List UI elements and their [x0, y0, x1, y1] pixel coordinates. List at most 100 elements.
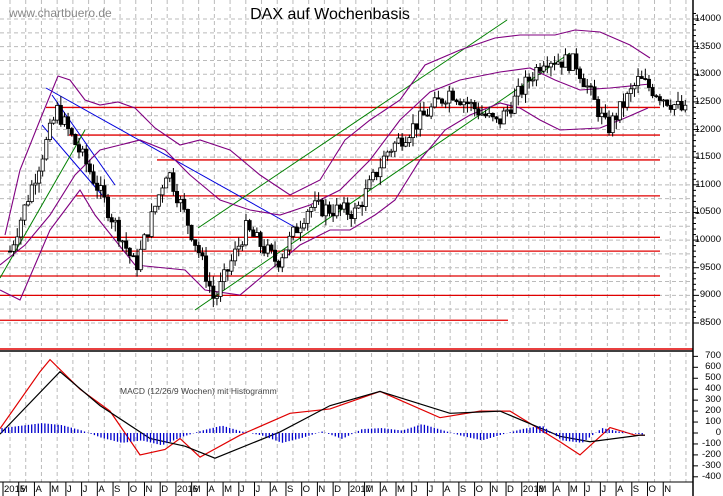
bollinger-upper-band [4, 29, 651, 236]
candle-body [545, 65, 550, 68]
candle-body [483, 113, 488, 117]
candle-body [646, 78, 651, 88]
candle-body [396, 137, 401, 144]
candle-body [211, 285, 216, 299]
candle-body [247, 220, 252, 231]
candle-body [15, 236, 20, 246]
x-tick-label: N [664, 484, 672, 495]
candle-body [400, 137, 405, 147]
candle-body [135, 255, 140, 271]
candle-body [501, 110, 506, 125]
candle-body [509, 109, 514, 114]
x-tick-label: J [585, 484, 591, 495]
macd-panel-label: MACD (12/26/9 Wochen) mit Histogramm [120, 386, 277, 396]
candle-body [273, 249, 278, 262]
candle-body [262, 246, 267, 254]
x-tick-label: M [397, 484, 405, 495]
candle-body [581, 78, 586, 88]
candle-body [639, 76, 644, 79]
x-tick-label: D [507, 484, 514, 495]
x-tick-label: N [318, 484, 326, 495]
candle-body [440, 98, 445, 104]
candle-body [280, 257, 285, 268]
x-tick-label: O [648, 484, 656, 495]
x-tick-label: J [255, 484, 261, 495]
downtrend-line [45, 87, 301, 231]
candle-body [156, 194, 161, 207]
candle-body [617, 101, 622, 121]
x-tick-label: O [475, 484, 483, 495]
macd-tick-label: 700 [705, 350, 721, 362]
x-tick-label: J [66, 484, 72, 495]
candle-body [407, 137, 412, 143]
candle-body [225, 269, 230, 272]
candle-body [204, 255, 209, 282]
candle-body [229, 260, 234, 272]
y-tick-label: 13000 [694, 68, 721, 80]
candle-body [476, 108, 481, 116]
uptrend-channel-line [0, 129, 86, 279]
candle-body [563, 54, 568, 68]
candle-body [218, 281, 223, 297]
candle-body [479, 113, 484, 116]
candle-body [378, 167, 383, 178]
candle-body [538, 67, 543, 72]
candle-body [530, 79, 535, 82]
candle-body [258, 232, 263, 247]
candle-body [534, 67, 539, 81]
x-tick-label: O [302, 484, 311, 495]
x-tick-label: N [145, 484, 153, 495]
x-tick-label: J [82, 484, 88, 495]
candle-body [120, 240, 125, 243]
x-tick-label: M [19, 484, 28, 495]
candle-body [171, 172, 176, 192]
macd-tick-label: 300 [705, 394, 721, 406]
candle-body [7, 250, 12, 253]
candle-body [145, 234, 150, 237]
candle-body [683, 104, 688, 111]
x-tick-label: M [224, 484, 232, 495]
macd-tick-label: -300 [701, 459, 721, 471]
candle-body [47, 122, 52, 141]
uptrend-channel-lower [194, 52, 571, 311]
x-tick-label: M [538, 484, 547, 495]
candle-body [403, 142, 408, 147]
candle-body [614, 115, 619, 121]
candle-body [363, 188, 368, 207]
candle-body [410, 123, 415, 138]
candle-body [650, 87, 655, 97]
y-tick-label: 12000 [694, 123, 721, 135]
candle-body [160, 187, 165, 196]
candle-body [592, 86, 597, 100]
y-tick-label: 10000 [694, 234, 721, 246]
candle-body [450, 90, 455, 101]
bollinger-lower-band [0, 102, 649, 301]
candle-body [193, 239, 198, 246]
candle-body [665, 99, 670, 106]
candle-body [418, 110, 423, 130]
candle-body [414, 123, 419, 130]
y-tick-label: 10500 [694, 206, 721, 218]
candle-body [91, 171, 96, 184]
candle-body [334, 204, 339, 217]
candle-body [182, 199, 187, 210]
candle-body [374, 171, 379, 178]
x-tick-label: D [161, 484, 169, 495]
candle-body [124, 240, 129, 249]
candle-body [512, 95, 517, 114]
candle-body [603, 112, 608, 118]
y-tick-label: 9000 [699, 289, 721, 301]
x-tick-label: S [114, 484, 121, 495]
candle-body [131, 255, 136, 258]
candle-body [349, 214, 354, 219]
candle-body [55, 105, 60, 121]
bollinger-middle-band [0, 67, 651, 266]
candle-body [385, 151, 390, 157]
candle-body [465, 101, 470, 105]
x-tick-label: M [192, 484, 201, 495]
candle-body [516, 85, 521, 97]
candle-body [58, 105, 63, 125]
candle-body [113, 219, 118, 223]
candle-body [298, 227, 303, 234]
